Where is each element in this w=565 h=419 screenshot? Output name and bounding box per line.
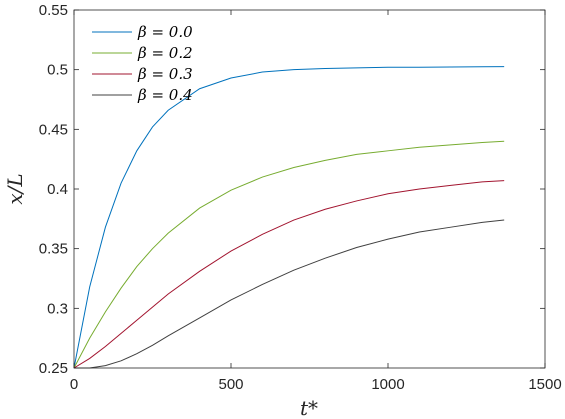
- y-tick-label-4: 0.45: [39, 121, 68, 138]
- legend-label-1: β = 0.2: [137, 44, 193, 62]
- x-tick-label-1: 500: [218, 376, 243, 393]
- y-tick-label-3: 0.4: [47, 181, 68, 198]
- x-tick-label-2: 1000: [371, 376, 404, 393]
- y-tick-label-0: 0.25: [39, 360, 68, 377]
- y-tick-label-6: 0.55: [39, 2, 68, 19]
- legend-label-2: β = 0.3: [137, 65, 193, 83]
- y-tick-label-5: 0.5: [47, 62, 68, 79]
- legend: β = 0.0 β = 0.2 β = 0.3 β = 0.4: [92, 23, 193, 104]
- series-line-3: [74, 219, 505, 369]
- y-tick-label-1: 0.3: [47, 300, 68, 317]
- y-axis-label: x/L: [3, 173, 27, 204]
- y-tick-label-2: 0.35: [39, 241, 68, 258]
- series-line-1: [73, 140, 505, 369]
- axes-layer: 0 500 1000 1500 0.25 0.3 0.35 0.4 0.45 0.5 0.55: [39, 2, 562, 393]
- legend-label-0: β = 0.0: [137, 23, 193, 41]
- series-layer: [73, 66, 505, 369]
- plot-background: [74, 10, 545, 368]
- x-tick-label-3: 1500: [528, 376, 561, 393]
- legend-label-3: β = 0.4: [137, 86, 193, 104]
- x-tick-label-0: 0: [70, 376, 78, 393]
- x-axis-label: t*: [300, 396, 318, 419]
- series-line-2: [73, 180, 505, 369]
- series-line-0: [73, 66, 505, 369]
